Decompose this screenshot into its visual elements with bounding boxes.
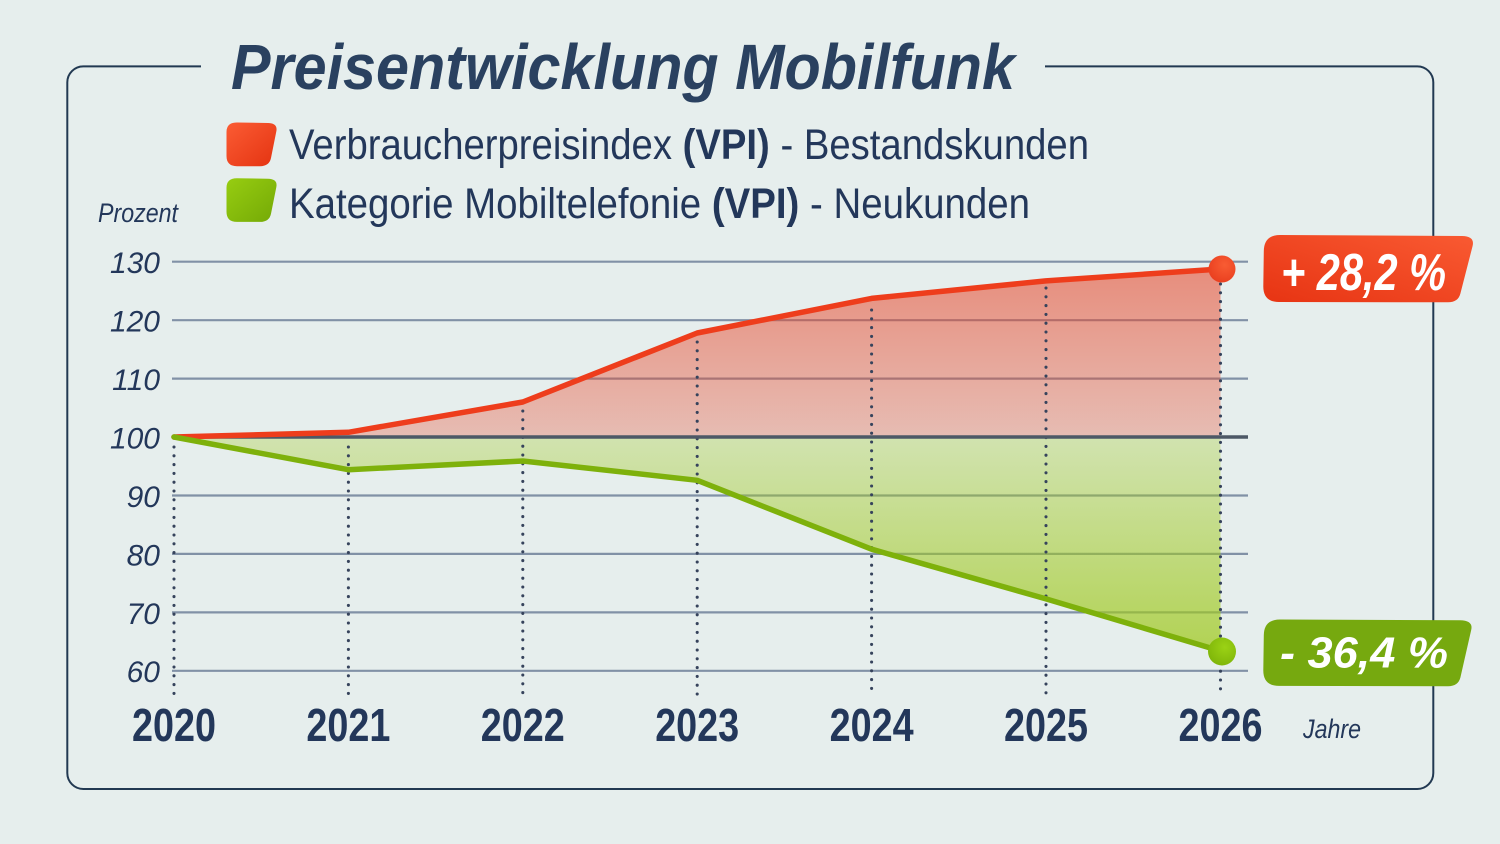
- svg-text:+ 28,2 %: + 28,2 %: [1281, 244, 1446, 302]
- svg-text:100: 100: [110, 422, 160, 455]
- svg-text:110: 110: [112, 364, 160, 397]
- svg-text:2023: 2023: [655, 699, 739, 751]
- svg-text:Preisentwicklung Mobilfunk: Preisentwicklung Mobilfunk: [231, 31, 1018, 103]
- svg-text:2021: 2021: [306, 699, 390, 751]
- svg-text:- 36,4 %: - 36,4 %: [1280, 629, 1448, 678]
- svg-text:Jahre: Jahre: [1302, 714, 1361, 744]
- svg-text:70: 70: [127, 598, 161, 631]
- svg-text:80: 80: [127, 539, 161, 572]
- svg-text:90: 90: [127, 481, 161, 514]
- svg-text:2026: 2026: [1179, 699, 1263, 751]
- svg-text:Verbraucherpreisindex (VPI) -: Verbraucherpreisindex (VPI) - Bestandsku…: [289, 121, 1089, 169]
- svg-text:2020: 2020: [132, 699, 216, 751]
- svg-text:60: 60: [127, 656, 161, 689]
- svg-text:Prozent: Prozent: [98, 198, 179, 228]
- svg-text:130: 130: [110, 247, 160, 280]
- svg-text:2024: 2024: [830, 699, 914, 751]
- svg-text:2025: 2025: [1004, 699, 1088, 751]
- svg-text:120: 120: [110, 306, 160, 339]
- svg-text:Kategorie Mobiltelefonie (VPI): Kategorie Mobiltelefonie (VPI) - Neukund…: [289, 180, 1030, 228]
- svg-text:2022: 2022: [481, 699, 565, 751]
